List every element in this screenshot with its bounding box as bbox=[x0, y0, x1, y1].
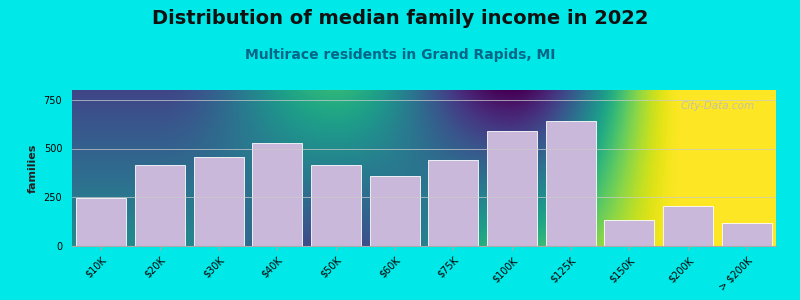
Text: Distribution of median family income in 2022: Distribution of median family income in … bbox=[152, 9, 648, 28]
Bar bbox=[135, 165, 185, 246]
Bar bbox=[253, 142, 302, 246]
Bar bbox=[194, 157, 243, 246]
Bar bbox=[487, 131, 537, 246]
Bar bbox=[77, 198, 126, 246]
Text: Multirace residents in Grand Rapids, MI: Multirace residents in Grand Rapids, MI bbox=[245, 48, 555, 62]
Bar bbox=[663, 206, 713, 246]
Bar bbox=[722, 223, 771, 246]
Bar bbox=[605, 220, 654, 246]
Bar bbox=[311, 165, 361, 246]
Y-axis label: families: families bbox=[28, 143, 38, 193]
Bar bbox=[429, 160, 478, 246]
Bar bbox=[546, 121, 595, 246]
Bar bbox=[370, 176, 419, 246]
Text: City-Data.com: City-Data.com bbox=[681, 101, 755, 111]
